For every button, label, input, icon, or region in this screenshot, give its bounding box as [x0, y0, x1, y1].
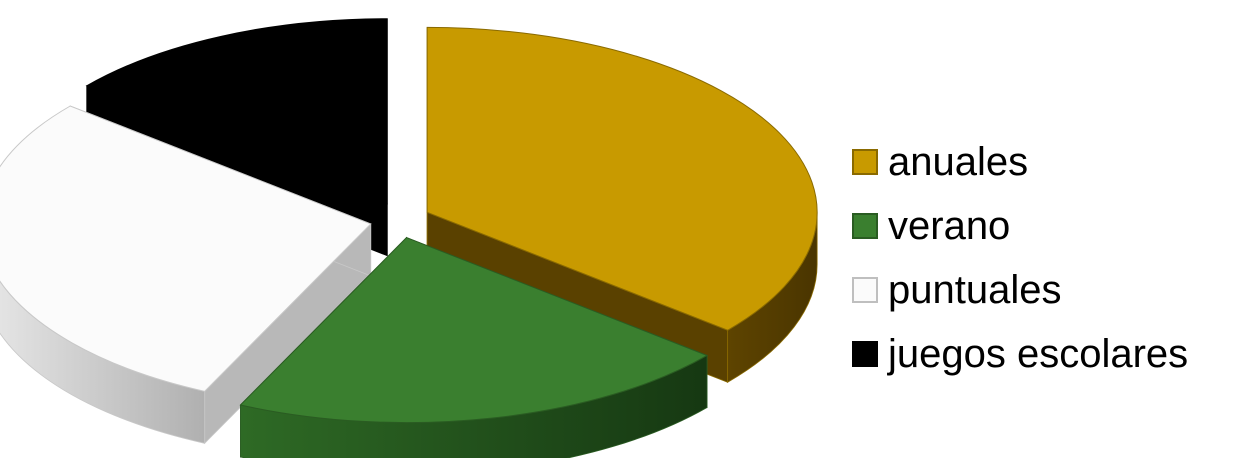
pie-slice-top-juegos-escolares — [85, 18, 388, 205]
legend-swatch-juegos-escolares — [852, 341, 878, 367]
legend-item-puntuales: puntuales — [852, 266, 1188, 314]
legend-swatch-anuales — [852, 149, 878, 175]
legend-swatch-verano — [852, 213, 878, 239]
legend-label-anuales: anuales — [888, 140, 1029, 184]
legend-swatch-puntuales — [852, 277, 878, 303]
legend-item-juegos-escolares: juegos escolares — [852, 330, 1188, 378]
pie-slice-top-verano — [239, 236, 709, 424]
pie-slice-top-puntuales — [0, 105, 372, 392]
legend-label-juegos-escolares: juegos escolares — [888, 332, 1189, 376]
legend-item-verano: verano — [852, 202, 1188, 250]
pie-slice-puntuales — [0, 105, 372, 445]
legend: anuales verano puntuales juegos escolares — [852, 138, 1188, 378]
legend-label-puntuales: puntuales — [888, 268, 1062, 312]
legend-item-anuales: anuales — [852, 138, 1188, 186]
pie-slice-top-anuales — [426, 26, 818, 331]
legend-label-verano: verano — [888, 204, 1011, 248]
pie-slice-verano — [239, 236, 709, 458]
